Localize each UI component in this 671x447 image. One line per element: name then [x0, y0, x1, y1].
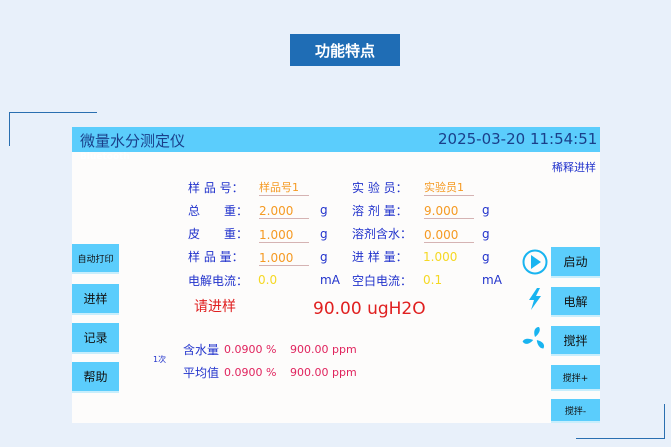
- stir-minus-button[interactable]: 搅拌-: [551, 399, 600, 423]
- lightning-icon: [529, 288, 541, 310]
- electrolysis-current-value: 0.0: [258, 273, 278, 287]
- sample-no-label: 样 品 号：: [188, 181, 244, 195]
- dilute-sample-link[interactable]: 稀释进样: [552, 161, 596, 174]
- unit: mA: [482, 273, 502, 287]
- stir-plus-button[interactable]: 搅拌+: [551, 365, 600, 391]
- operator-label: 实 验 员：: [352, 181, 408, 195]
- unit: g: [482, 250, 490, 264]
- tare-label: 皮 重：: [188, 227, 249, 241]
- status-text: 请进样: [194, 299, 236, 315]
- solvent-input[interactable]: 9.000: [424, 203, 474, 219]
- reading-value: 90.00 ugH2O: [313, 299, 426, 319]
- average-percent: 0.0900 %: [224, 366, 277, 379]
- device-screen: [72, 127, 600, 423]
- corner-decoration: [9, 112, 97, 113]
- unit: g: [482, 203, 490, 217]
- operator-input[interactable]: 实验员1: [424, 180, 474, 196]
- sample-no-input[interactable]: 样品号1: [259, 180, 309, 196]
- auto-print-button[interactable]: 自动打印: [72, 244, 119, 274]
- corner-decoration: [576, 438, 665, 439]
- injection-label: 进 样 量：: [352, 250, 408, 264]
- play-circle-icon[interactable]: [521, 248, 549, 276]
- records-button[interactable]: 记录: [72, 323, 119, 354]
- unit: g: [320, 203, 328, 217]
- sample-amount-input[interactable]: 1.000: [259, 250, 309, 266]
- blank-current-label: 空白电流：: [352, 274, 413, 288]
- corner-decoration: [9, 112, 10, 146]
- injection-value: 1.000: [423, 250, 458, 264]
- total-weight-input[interactable]: 2.000: [259, 203, 309, 219]
- average-label: 平均值: [183, 366, 220, 380]
- fan-icon: [522, 327, 545, 349]
- solvent-water-label: 溶剂含水：: [352, 227, 413, 241]
- corner-decoration: [664, 404, 665, 439]
- start-button[interactable]: 启动: [551, 247, 600, 278]
- solvent-water-input[interactable]: 0.000: [424, 227, 474, 243]
- unit: g: [320, 250, 328, 264]
- water-content-label: 含水量: [183, 343, 220, 357]
- electrolysis-button[interactable]: 电解: [551, 287, 600, 317]
- screen-header: 微量水分测定仪 2025-03-20 11:54:51: [72, 127, 600, 152]
- page-title: 功能特点: [290, 34, 400, 66]
- bluetooth-status: Bluetooth: [80, 152, 130, 162]
- count-label: 1次: [153, 355, 167, 364]
- water-content-ppm: 900.00 ppm: [290, 343, 357, 356]
- average-ppm: 900.00 ppm: [290, 366, 357, 379]
- app-title: 微量水分测定仪: [80, 132, 186, 150]
- total-weight-label: 总 重：: [188, 204, 249, 218]
- solvent-label: 溶 剂 量：: [352, 204, 408, 218]
- stir-button[interactable]: 搅拌: [551, 326, 600, 356]
- unit: g: [482, 227, 490, 241]
- electrolysis-current-label: 电解电流：: [188, 274, 249, 288]
- sample-amount-label: 样 品 量：: [188, 250, 244, 264]
- blank-current-value: 0.1: [423, 273, 443, 287]
- datetime: 2025-03-20 11:54:51: [438, 130, 598, 148]
- help-button[interactable]: 帮助: [72, 362, 119, 393]
- inject-button[interactable]: 进样: [72, 284, 119, 315]
- unit: g: [320, 227, 328, 241]
- unit: mA: [320, 273, 340, 287]
- water-content-percent: 0.0900 %: [224, 343, 277, 356]
- tare-input[interactable]: 1.000: [259, 227, 309, 243]
